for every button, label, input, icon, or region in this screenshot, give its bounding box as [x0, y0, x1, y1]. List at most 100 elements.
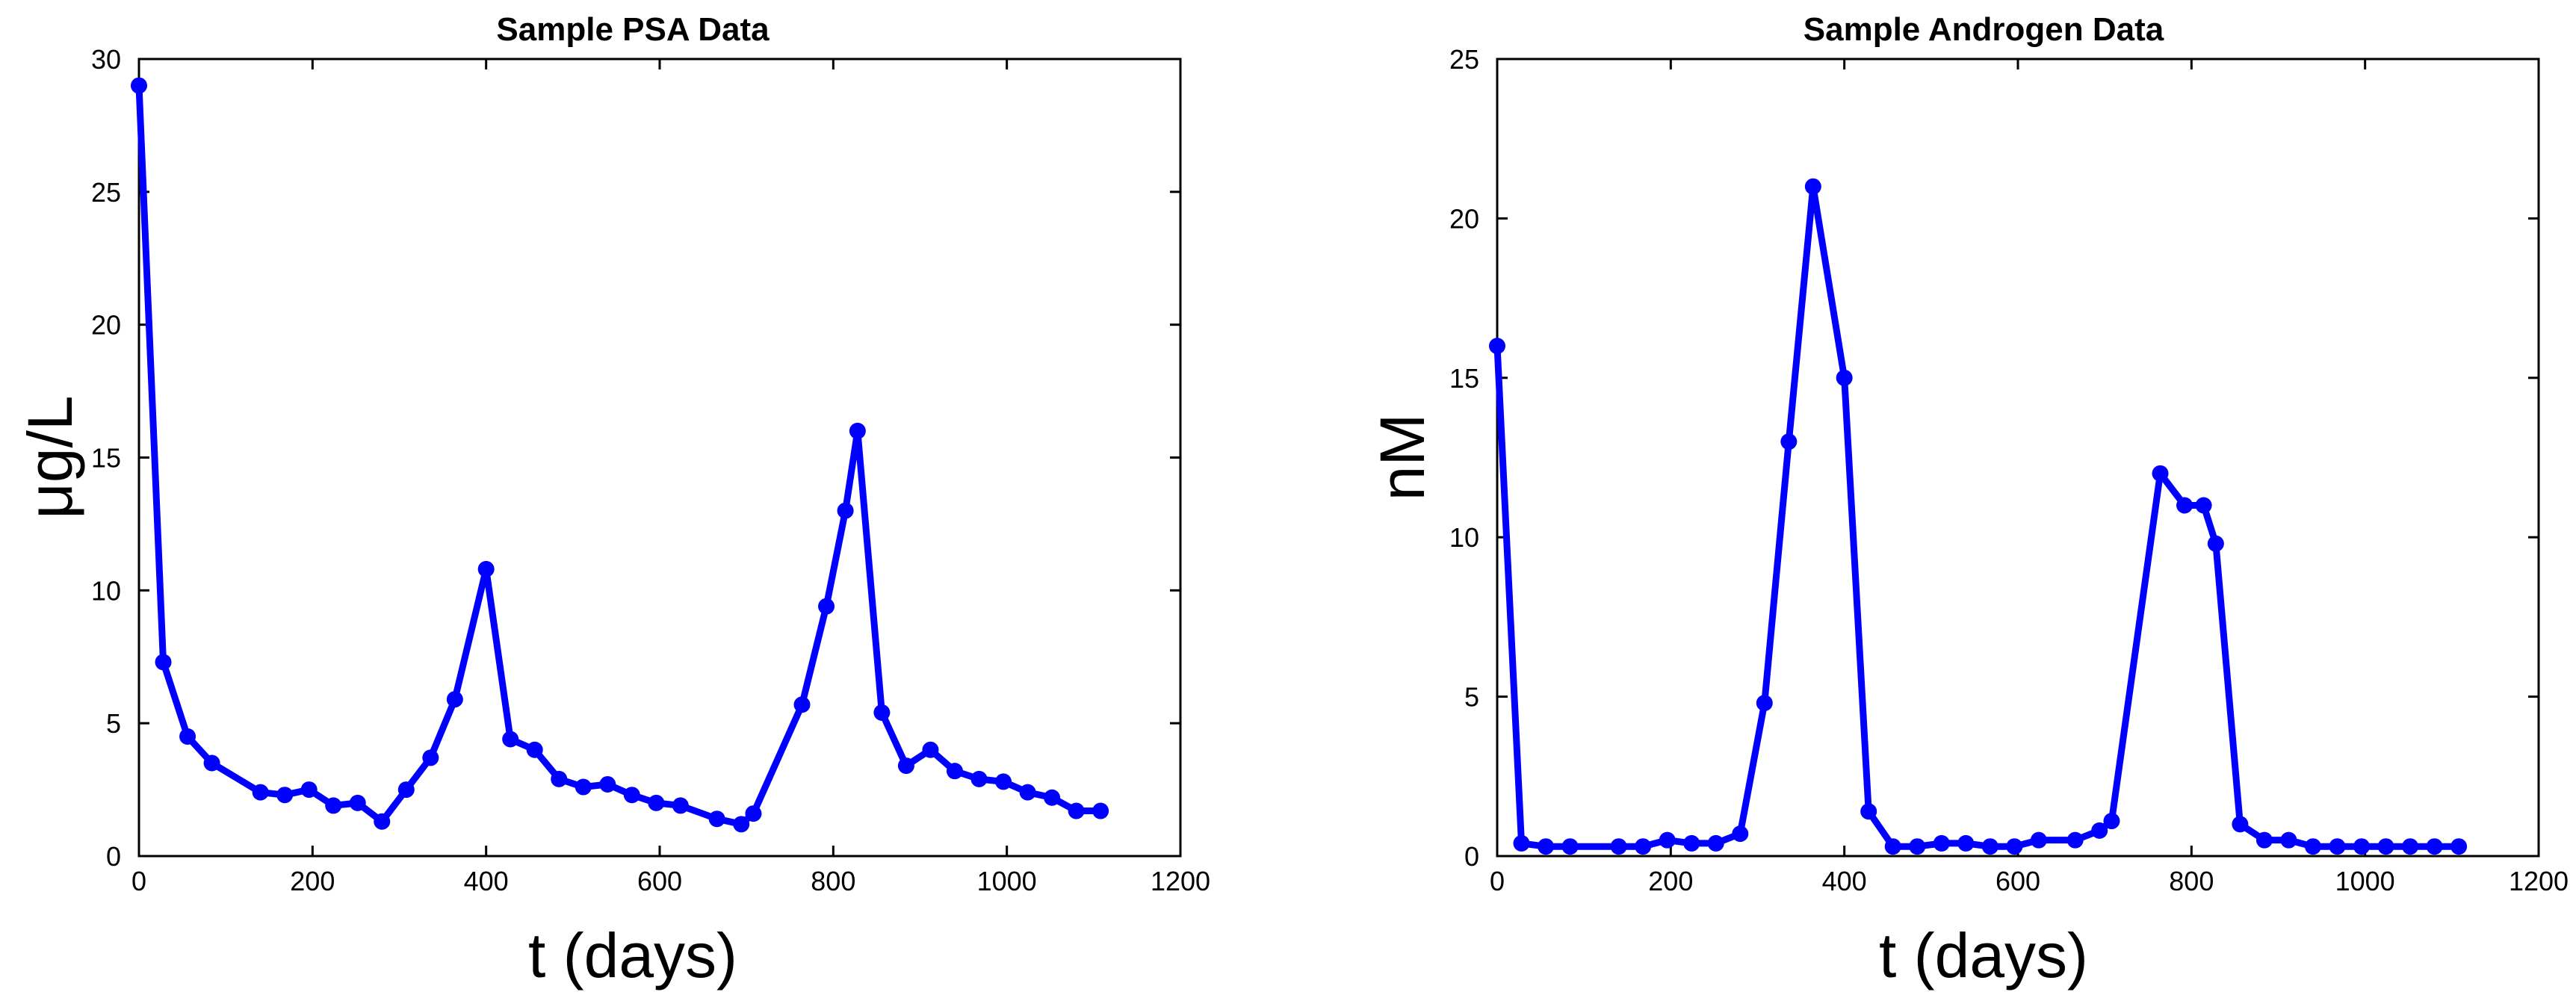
x-tick-label: 0: [131, 866, 146, 896]
data-point: [1561, 838, 1579, 855]
data-point: [2030, 831, 2047, 849]
data-point: [897, 757, 914, 775]
x-tick-label: 1000: [2335, 866, 2395, 896]
data-point: [1489, 338, 1505, 355]
data-point: [922, 741, 939, 758]
data-point: [623, 787, 640, 804]
data-point: [477, 560, 495, 577]
y-tick-label: 10: [91, 575, 121, 606]
data-point: [2232, 816, 2249, 833]
data-point: [708, 811, 725, 828]
data-point: [1635, 838, 1652, 855]
data-point: [2304, 838, 2321, 855]
y-axis-label: μg/L: [15, 395, 85, 518]
chart-title: Sample PSA Data: [496, 11, 770, 48]
data-point: [818, 598, 835, 615]
data-point: [300, 781, 318, 799]
data-point: [2280, 831, 2297, 849]
data-point: [970, 770, 988, 787]
data-point: [1683, 834, 1700, 852]
data-point: [155, 654, 172, 671]
x-tick-label: 400: [1822, 866, 1867, 896]
data-point: [446, 691, 463, 708]
data-point: [1780, 433, 1798, 450]
x-tick-label: 1200: [1151, 866, 1210, 896]
data-point: [526, 741, 543, 758]
chart-title: Sample Androgen Data: [1803, 11, 2164, 48]
data-point: [2091, 822, 2108, 839]
data-point: [1610, 838, 1627, 855]
data-point: [2402, 838, 2419, 855]
y-tick-label: 20: [91, 310, 121, 341]
data-point: [276, 787, 294, 804]
data-point: [2006, 838, 2023, 855]
data-point: [2426, 838, 2443, 855]
data-point: [551, 770, 568, 787]
data-point: [325, 797, 342, 814]
y-tick-label: 0: [106, 841, 121, 872]
data-point: [2176, 497, 2193, 514]
data-point: [131, 77, 147, 94]
x-axis-label: t (days): [1879, 920, 2088, 991]
x-tick-label: 800: [2169, 866, 2214, 896]
data-point: [1068, 802, 1085, 819]
data-point: [1659, 831, 1676, 849]
data-point: [599, 775, 616, 793]
data-point: [1044, 789, 1061, 806]
androgen-chart: Sample Androgen Data t (days) nM 0 200 400…: [1367, 11, 2569, 991]
x-tick-label: 200: [1648, 866, 1693, 896]
data-point: [1732, 825, 1749, 843]
data-point: [2103, 813, 2120, 830]
y-tick-label: 25: [91, 177, 121, 208]
data-point: [1538, 838, 1555, 855]
x-tick-label: 0: [1490, 866, 1505, 896]
data-point: [1092, 802, 1109, 819]
data-point: [2377, 838, 2394, 855]
data-point: [837, 502, 854, 519]
x-tick-label: 600: [637, 866, 682, 896]
data-point: [648, 794, 665, 811]
data-point: [1804, 178, 1821, 195]
series-line: [1493, 183, 2462, 850]
data-point: [422, 749, 439, 766]
data-point: [1019, 784, 1036, 801]
data-point: [2329, 838, 2346, 855]
data-point: [1981, 838, 1998, 855]
data-point: [374, 813, 391, 830]
axes-box: [1496, 58, 2540, 858]
x-tick-label: 200: [290, 866, 335, 896]
plot-area: 0 200 400 600 800 1000 1200 0 5 10 15 20 25 30: [91, 44, 1210, 896]
psa-chart: Sample PSA Data t (days) μg/L 0 200 400 600…: [15, 11, 1210, 991]
series-line: [135, 82, 1104, 828]
data-point: [349, 794, 366, 811]
data-point: [873, 704, 891, 721]
data-point: [995, 773, 1012, 790]
data-point: [2066, 831, 2084, 849]
x-tick-label: 600: [1996, 866, 2040, 896]
y-tick-label: 20: [1449, 203, 1479, 234]
x-tick-label: 1000: [977, 866, 1037, 896]
data-point: [2353, 838, 2371, 855]
data-point: [2207, 535, 2224, 552]
data-point: [793, 696, 811, 713]
data-point: [733, 816, 750, 833]
data-point: [946, 763, 963, 780]
data-point: [179, 728, 196, 745]
x-tick-label: 1200: [2509, 866, 2569, 896]
y-tick-label: 15: [1449, 363, 1479, 394]
data-point: [1933, 834, 1950, 852]
axes-box: [137, 58, 1182, 858]
data-point: [2195, 497, 2212, 514]
data-point: [1957, 834, 1975, 852]
data-point: [2255, 831, 2273, 849]
y-tick-label: 5: [1464, 682, 1479, 713]
data-point: [672, 797, 689, 814]
data-point: [203, 754, 220, 772]
y-tick-label: 30: [91, 44, 121, 75]
y-tick-label: 5: [106, 708, 121, 739]
data-point: [1860, 803, 1877, 820]
y-tick-label: 25: [1449, 44, 1479, 75]
data-point: [1756, 695, 1773, 712]
y-tick-label: 0: [1464, 841, 1479, 872]
